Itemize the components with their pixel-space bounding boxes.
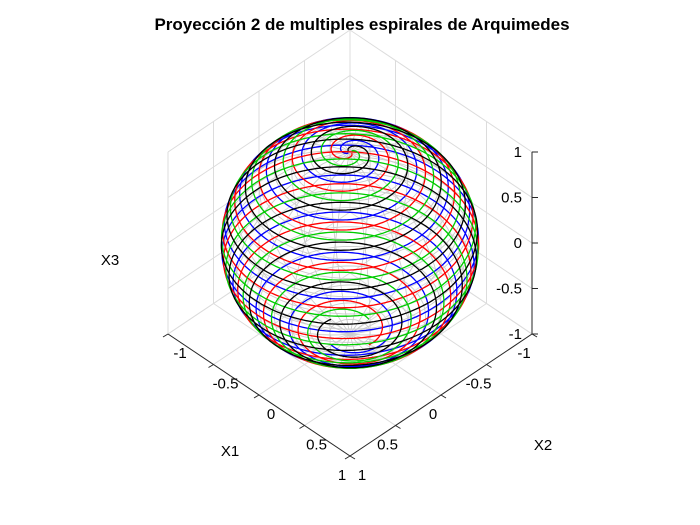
x2-tick-mark bbox=[208, 364, 214, 368]
spiral-series-2 bbox=[220, 118, 479, 370]
x1-tick-mark bbox=[349, 455, 356, 460]
x3-axis-label: X3 bbox=[101, 252, 119, 269]
spiral-series-1 bbox=[221, 117, 480, 369]
x3-tick-label: -1 bbox=[509, 326, 522, 343]
x2-tick-label: -0.5 bbox=[213, 376, 239, 393]
x2-tick-mark bbox=[253, 394, 260, 399]
chart-title: Proyección 2 de multiples espirales de A… bbox=[154, 15, 569, 34]
x1-tick-label: 0.5 bbox=[377, 437, 398, 454]
x2-tick-mark bbox=[162, 333, 169, 338]
sphere-parallel bbox=[222, 171, 478, 343]
grid-line bbox=[349, 29, 533, 153]
x2-tick-label: 1 bbox=[358, 467, 366, 484]
x1-tick-label: -1 bbox=[517, 345, 530, 362]
x1-tick-label: -0.5 bbox=[466, 376, 492, 393]
x3-tick-label: -0.5 bbox=[496, 281, 522, 298]
x2-axis-label: X2 bbox=[534, 437, 552, 454]
x3-tick-label: 0.5 bbox=[501, 190, 522, 207]
x1-tick-label: 0 bbox=[429, 406, 437, 423]
x2-tick-label: 0.5 bbox=[306, 437, 327, 454]
x2-tick-label: 0 bbox=[267, 406, 275, 423]
grid-line bbox=[167, 29, 351, 153]
x2-tick-mark bbox=[299, 425, 305, 429]
x2-tick-mark bbox=[344, 455, 351, 460]
x1-tick-mark bbox=[440, 394, 447, 399]
grid-line bbox=[304, 303, 487, 426]
grid-line bbox=[213, 303, 396, 426]
spiral-series-3 bbox=[220, 117, 479, 369]
axes bbox=[162, 151, 538, 460]
x2-tick-label: -1 bbox=[173, 345, 186, 362]
x3-tick-label: 1 bbox=[514, 144, 522, 161]
x1-tick-mark bbox=[395, 425, 401, 429]
x1-axis-label: X1 bbox=[221, 443, 239, 460]
spiral-series bbox=[220, 117, 480, 370]
x1-tick-mark bbox=[486, 364, 492, 368]
x3-tick-label: 0 bbox=[514, 235, 522, 252]
grid-line bbox=[349, 75, 533, 198]
grid-line bbox=[167, 75, 351, 198]
x1-tick-label: 1 bbox=[338, 467, 346, 484]
